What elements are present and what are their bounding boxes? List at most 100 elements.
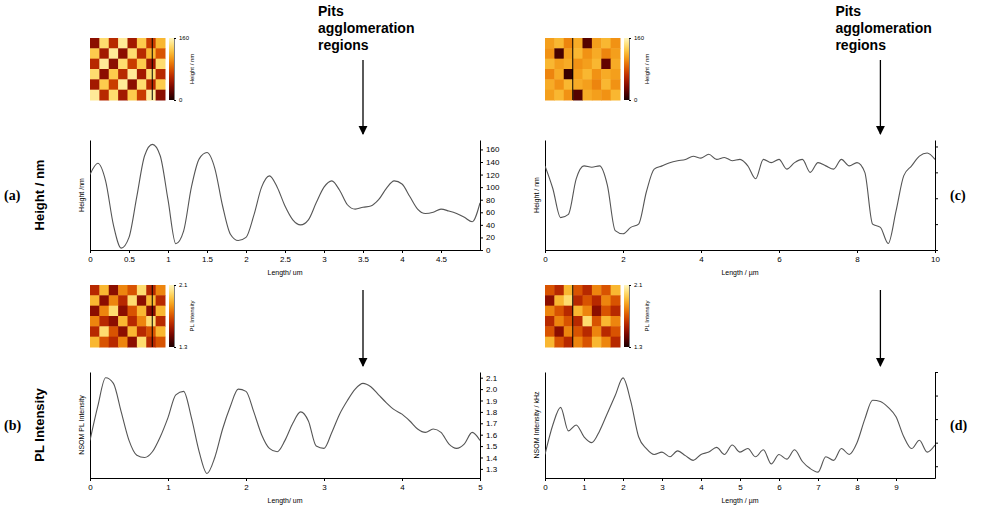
heatmap-cell — [137, 48, 147, 59]
colorbar-title: PL Intensity — [644, 300, 650, 331]
y-tick: 140 — [480, 158, 500, 167]
heatmap-cell — [109, 90, 119, 101]
colorbar-axis-line — [174, 286, 175, 348]
heatmap-cell — [90, 38, 100, 49]
heatmap-cell — [99, 48, 109, 59]
x-tick-label: 2.5 — [280, 255, 292, 264]
x-tick-label: 1.5 — [202, 255, 214, 264]
x-tick-label: 1 — [166, 483, 171, 492]
row-label: PL Intensity — [32, 388, 47, 462]
x-tick: 4 — [699, 250, 704, 264]
x-tick: 0 — [88, 250, 93, 264]
x-tick-label: 6 — [777, 483, 782, 492]
x-tick: 8 — [855, 478, 860, 492]
x-tick: 1.5 — [202, 250, 214, 264]
heatmap-cell — [573, 306, 583, 317]
x-tick: 5 — [738, 478, 743, 492]
y-tick — [935, 250, 938, 251]
heatmap-cell — [601, 90, 611, 101]
x-tick: 3.5 — [358, 250, 370, 264]
heatmap-cell — [554, 285, 564, 296]
x-tick: 4 — [400, 478, 405, 492]
y-axis-left — [90, 141, 91, 251]
x-tick-mark — [402, 250, 403, 253]
y-tick — [935, 466, 938, 467]
heatmap-cell — [592, 48, 602, 59]
heatmap-cell — [137, 285, 147, 296]
x-tick: 2 — [244, 250, 249, 264]
x-tick: 0.5 — [124, 250, 136, 264]
colorbar-tick: 160 — [174, 35, 190, 41]
x-tick-label: 4 — [400, 483, 405, 492]
x-tick-label: 0 — [543, 483, 548, 492]
heatmap-cell — [109, 316, 119, 327]
heatmap-cell — [128, 48, 138, 59]
heatmap-cell — [545, 285, 555, 296]
heatmap-cell — [564, 316, 574, 327]
panel: 0123456789Length / µmNSOM Intensity / kH… — [533, 282, 967, 505]
heatmap-cell — [554, 59, 564, 70]
heatmap-cell — [118, 79, 128, 90]
heatmap-cell — [90, 48, 100, 59]
y-axis-title: NSOM PL Intensity — [78, 395, 86, 455]
plot-area — [545, 153, 935, 244]
x-tick-label: 2 — [244, 483, 249, 492]
profile-cut-line — [572, 285, 573, 347]
heatmap-cell — [601, 79, 611, 90]
x-tick-label: 2 — [621, 255, 626, 264]
heatmap-cell — [592, 326, 602, 337]
heatmap-cell — [573, 326, 583, 337]
heatmap-cell — [592, 295, 602, 306]
heatmap-cell — [146, 59, 156, 70]
y-tick-mark — [480, 435, 483, 436]
x-tick-label: 0.5 — [124, 255, 136, 264]
y-tick-mark — [480, 149, 483, 150]
heatmap-cell — [583, 48, 593, 59]
heatmap-cell — [583, 59, 593, 70]
heatmap-cell — [128, 326, 138, 337]
y-tick: 0 — [480, 246, 491, 255]
heatmap-cell — [146, 337, 156, 348]
x-axis: 0246810 — [543, 250, 940, 264]
x-tick-mark — [324, 478, 325, 481]
colorbar-tick-label: 1.3 — [634, 344, 643, 350]
heatmap-cell — [146, 79, 156, 90]
heatmap-cell — [611, 326, 621, 337]
y-tick-label: 1.4 — [486, 454, 498, 463]
heatmap-cell — [99, 59, 109, 70]
y-axis-line — [545, 141, 546, 251]
x-tick-mark — [285, 250, 286, 253]
y-tick — [935, 443, 938, 444]
x-tick-label: 9 — [894, 483, 899, 492]
heatmap-cell — [156, 326, 166, 337]
heatmap-cell — [545, 59, 555, 70]
x-tick-label: 5 — [478, 483, 483, 492]
heatmap-cell — [109, 337, 119, 348]
arrow — [362, 60, 363, 134]
heatmap-cell — [137, 337, 147, 348]
profile-cut-line — [152, 285, 153, 347]
heatmap-cell — [554, 38, 564, 49]
heatmap-cell — [592, 69, 602, 80]
colorbar-tick-label: 0 — [634, 97, 638, 103]
heatmap-cell — [137, 295, 147, 306]
colorbar-axis: 1.32.1 — [174, 282, 188, 350]
colorbar-tick-mark — [174, 100, 176, 101]
x-tick-label: 8 — [855, 255, 860, 264]
x-tick-mark — [129, 250, 130, 253]
heatmap-cell — [99, 38, 109, 49]
x-tick: 7 — [816, 478, 821, 492]
heatmap-cell — [146, 285, 156, 296]
x-tick-label: 10 — [931, 255, 940, 264]
heatmap-cell — [573, 79, 583, 90]
x-tick-mark — [584, 478, 585, 481]
heatmap-cell — [128, 90, 138, 101]
x-axis: 0123456789 — [543, 478, 935, 492]
heatmap-cell — [137, 326, 147, 337]
profile-line — [90, 378, 480, 474]
y-axis-line — [90, 373, 91, 479]
heatmap-cell — [554, 326, 564, 337]
heatmap-cell — [545, 38, 555, 49]
heatmap-cell — [99, 295, 109, 306]
heatmap-cell — [583, 316, 593, 327]
